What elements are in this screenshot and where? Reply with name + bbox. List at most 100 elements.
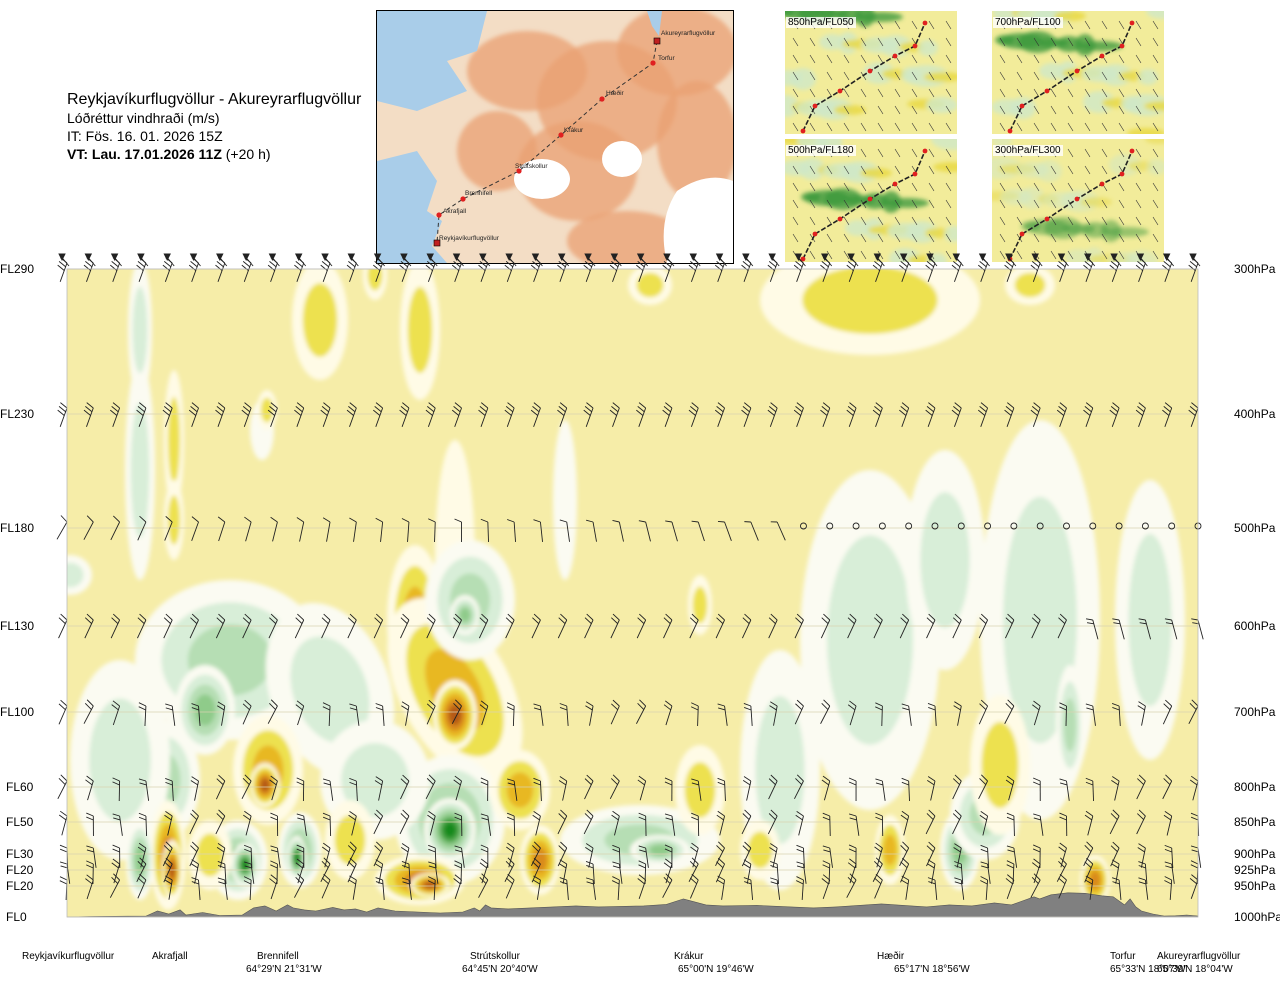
contour-3-2 xyxy=(167,396,181,484)
contour-43-3 xyxy=(604,824,676,856)
mini-barb xyxy=(1016,165,1023,175)
wind-barb-flag xyxy=(1112,618,1120,621)
contour-31-3 xyxy=(528,840,552,880)
contour-13-1 xyxy=(435,440,475,680)
mini-barb xyxy=(1084,216,1091,226)
wind-barb-top xyxy=(163,253,175,267)
wind-barb-staff xyxy=(828,863,831,885)
wind-barb-staff xyxy=(401,407,410,427)
mini-barb xyxy=(1101,199,1108,209)
mini-route-point xyxy=(1119,43,1125,49)
wind-barb-flag xyxy=(269,702,276,710)
wind-barb-flag xyxy=(1110,261,1119,268)
wind-barb-flag xyxy=(1058,860,1065,868)
wind-barb-staff xyxy=(1136,780,1146,800)
wind-barb-flag xyxy=(86,613,94,621)
contour-55-4 xyxy=(1089,871,1101,889)
wind-barb-staff xyxy=(461,847,465,868)
wind-barb-flag xyxy=(979,617,987,624)
wind-barb-flag xyxy=(926,845,934,852)
wind-barb-flag xyxy=(980,257,988,264)
wind-barb-staff xyxy=(750,521,759,541)
wind-barb-flag xyxy=(84,617,92,624)
wind-barb-flag xyxy=(928,707,936,711)
contour-21-1 xyxy=(387,545,443,695)
wind-barb-staff xyxy=(1166,815,1173,836)
wind-barb-flag xyxy=(83,264,91,271)
wind-barb-flag xyxy=(584,406,592,413)
wind-barb-flag xyxy=(1005,703,1013,710)
wind-barb-flag xyxy=(481,817,489,821)
mini-barb xyxy=(843,88,850,98)
mini-barb xyxy=(1084,105,1091,115)
contour-32-1 xyxy=(150,800,186,910)
wind-barb-flag xyxy=(428,876,436,881)
wind-barb-staff xyxy=(1032,262,1041,282)
wind-barb-flag xyxy=(1137,847,1145,853)
wind-barb-flag xyxy=(743,703,752,707)
wind-barb-staff xyxy=(347,619,357,639)
wind-barb-flag xyxy=(1084,406,1092,413)
mini-barb xyxy=(1135,199,1142,209)
mini-field-blob xyxy=(1100,64,1132,86)
wind-barb-staff xyxy=(1171,619,1178,640)
wind-barb-staff xyxy=(138,262,147,282)
wind-barb-flag xyxy=(1059,613,1067,621)
contour-42-1 xyxy=(325,800,375,880)
wind-barb-flag xyxy=(585,701,594,707)
wind-barb-flag xyxy=(691,782,699,786)
wind-barb-staff xyxy=(352,879,357,900)
contour-37-3 xyxy=(287,828,313,872)
wind-barb-staff xyxy=(191,521,199,541)
mini-field-blob xyxy=(860,168,892,178)
wind-barb-flag xyxy=(952,778,960,785)
wind-barb-flag xyxy=(346,409,354,416)
wind-barb-flag xyxy=(59,844,68,849)
wind-barb-flag xyxy=(1059,812,1067,817)
wind-barb-flag xyxy=(216,617,224,624)
wind-barb-flag xyxy=(822,816,831,821)
wind-barb-flag xyxy=(612,613,620,621)
wind-barb-flag xyxy=(111,862,119,869)
wind-barb-flag xyxy=(559,703,567,707)
wind-barb-flag xyxy=(954,613,962,621)
wind-barb-flag xyxy=(480,402,489,409)
wind-barb-staff xyxy=(215,815,226,835)
wind-barb-flag xyxy=(585,705,593,711)
wind-barb-flag xyxy=(374,780,383,786)
wind-barb-flag xyxy=(323,842,331,849)
wind-barb-staff xyxy=(329,815,332,837)
contour-18-1 xyxy=(265,602,395,778)
wind-barb-flag xyxy=(451,409,460,416)
wind-barb-flag xyxy=(770,701,778,707)
wind-barb-flag xyxy=(428,774,436,782)
wind-barb-staff xyxy=(164,521,173,541)
wind-barb-flag xyxy=(60,699,68,707)
wind-barb-staff xyxy=(531,847,541,867)
wind-barb-flag xyxy=(1058,617,1066,624)
wind-barb-staff xyxy=(373,619,384,639)
wind-barb-flag xyxy=(823,613,831,621)
wind-barb-flag xyxy=(901,777,909,782)
mini-barb xyxy=(809,37,816,47)
mini-barb xyxy=(1101,20,1108,30)
mini-barb xyxy=(894,71,901,81)
wind-barb-flag xyxy=(349,707,357,711)
wind-barb-staff xyxy=(1190,879,1199,899)
wind-barb-flag xyxy=(137,861,145,868)
wind-barb-staff xyxy=(533,262,541,282)
wind-barb-staff xyxy=(189,619,199,639)
wind-barb-flag xyxy=(691,873,699,881)
mini-barb xyxy=(1050,199,1057,209)
mini-barb xyxy=(894,199,901,209)
wind-barb-staff xyxy=(460,863,462,885)
wind-barb-flag xyxy=(691,816,699,821)
wind-barb-staff xyxy=(899,619,910,639)
wind-barb-staff xyxy=(294,879,305,898)
wind-barb-staff xyxy=(881,705,883,727)
wind-barb-flag xyxy=(662,264,670,271)
wind-barb-flag xyxy=(770,881,778,885)
map-point-marker xyxy=(460,196,466,202)
wind-barb-staff xyxy=(1004,705,1015,724)
wind-barb-staff xyxy=(242,705,252,725)
